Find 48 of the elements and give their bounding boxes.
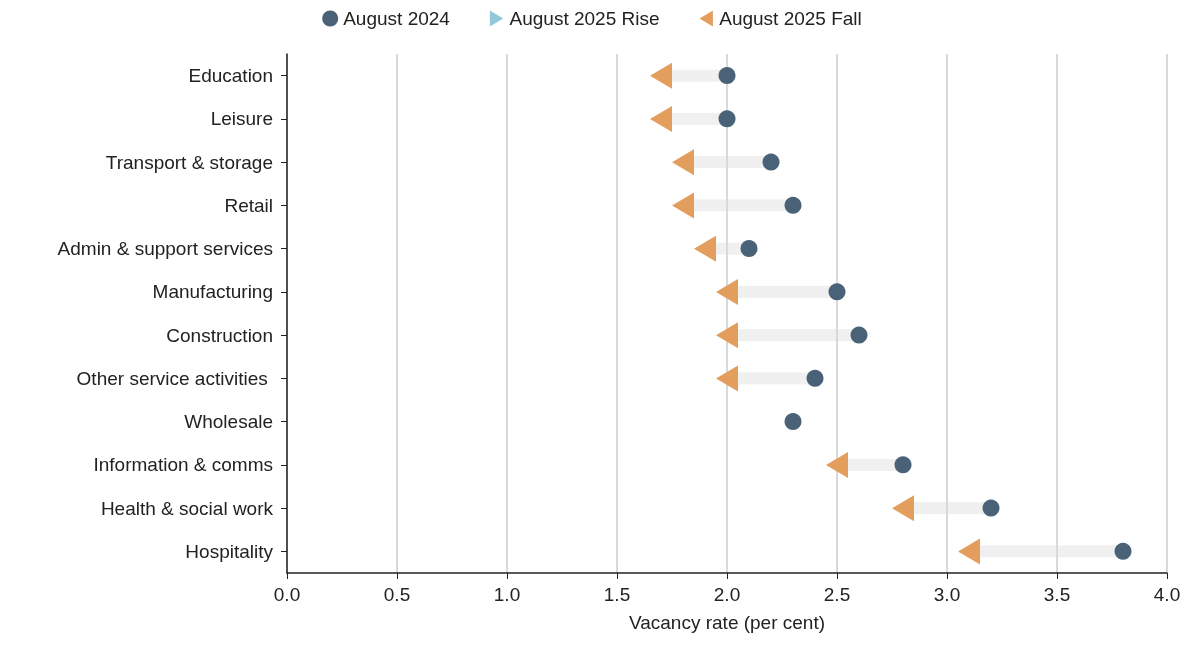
x-tick-label: 2.5 (823, 584, 851, 605)
point (850, 326, 868, 344)
point (784, 196, 802, 214)
point (784, 413, 802, 431)
x-tick-label: 2.0 (713, 584, 741, 605)
point (650, 62, 672, 89)
point (718, 67, 736, 85)
y-tick-label: Wholesale (184, 411, 273, 433)
point (828, 283, 846, 301)
point (806, 369, 824, 387)
point (716, 365, 738, 392)
point (672, 192, 694, 219)
x-tick-label: 3.0 (933, 584, 961, 605)
point (958, 538, 980, 565)
point (1114, 542, 1132, 560)
y-tick-label: Transport & storage (105, 151, 273, 173)
x-tick-label: 0.0 (273, 584, 301, 605)
x-tick-label: 3.5 (1043, 584, 1071, 605)
x-tick-label: 4.0 (1153, 584, 1181, 605)
point (718, 110, 736, 128)
y-tick-label: Admin & support services (57, 238, 273, 260)
point (716, 322, 738, 349)
legend-label: August 2025 Fall (719, 8, 862, 29)
x-tick-label: 1.0 (493, 584, 521, 605)
legend-label: August 2025 Rise (509, 8, 660, 29)
y-tick-label: Construction (166, 324, 273, 346)
y-tick-label: Hospitality (185, 540, 274, 562)
y-tick-label: Manufacturing (152, 281, 273, 303)
point (894, 456, 912, 474)
point (982, 499, 1000, 517)
point (892, 495, 914, 522)
y-tick-label: Information & comms (93, 454, 273, 476)
x-tick-label: 1.5 (603, 584, 631, 605)
y-tick-label: Health & social work (100, 497, 274, 519)
point (740, 240, 758, 258)
y-tick-label: Other service activities (76, 367, 273, 389)
y-tick-label: Leisure (210, 108, 273, 130)
point (650, 105, 672, 132)
point (762, 153, 780, 171)
y-tick-label: Retail (224, 194, 273, 216)
point (716, 278, 738, 305)
point (672, 149, 694, 176)
legend-label: August 2024 (343, 8, 451, 29)
x-axis-title: Vacancy rate (per cent) (628, 612, 826, 633)
point (826, 451, 848, 478)
point (694, 235, 716, 262)
y-tick-label: Education (188, 65, 273, 87)
x-tick-label: 0.5 (383, 584, 411, 605)
